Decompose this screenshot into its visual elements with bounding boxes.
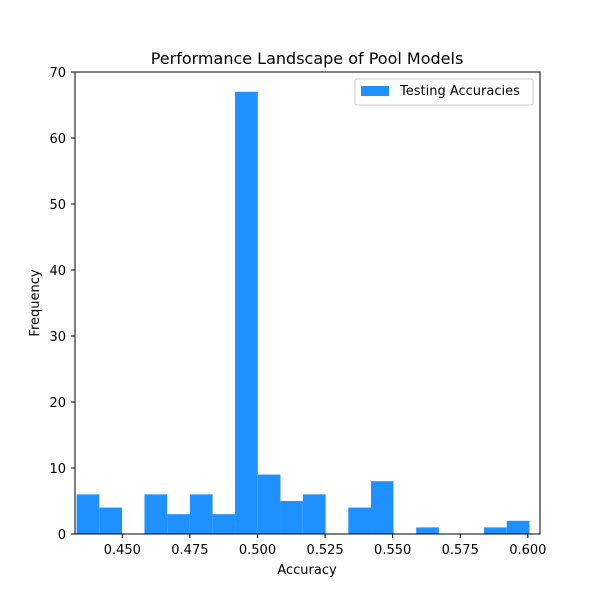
x-axis-label: Accuracy bbox=[277, 563, 337, 578]
legend-swatch bbox=[361, 86, 389, 96]
histogram-bar bbox=[416, 527, 439, 534]
histogram-bar bbox=[484, 527, 507, 534]
histogram-bar bbox=[257, 474, 281, 534]
legend: Testing Accuracies bbox=[354, 78, 534, 106]
y-tick-label: 10 bbox=[49, 462, 66, 477]
histogram-bar bbox=[371, 481, 394, 534]
x-tick-label: 0.525 bbox=[306, 543, 343, 558]
y-axis-ticks: 0 10 20 30 40 50 60 70 bbox=[49, 66, 75, 543]
histogram-bar bbox=[212, 514, 236, 534]
histogram-bar bbox=[235, 91, 258, 535]
histogram-bar bbox=[76, 494, 100, 534]
histogram-bar bbox=[167, 514, 190, 534]
histogram-bar bbox=[144, 494, 168, 534]
y-tick-label: 0 bbox=[58, 528, 66, 543]
histogram-bar bbox=[348, 507, 372, 534]
x-axis-ticks: 0.450 0.475 0.500 0.525 0.550 0.575 0.600 bbox=[104, 534, 546, 558]
x-tick-label: 0.500 bbox=[239, 543, 276, 558]
y-tick-label: 20 bbox=[49, 396, 66, 411]
histogram-bar bbox=[99, 507, 123, 534]
legend-label: Testing Accuracies bbox=[399, 84, 520, 99]
x-tick-label: 0.575 bbox=[442, 543, 479, 558]
chart-title: Performance Landscape of Pool Models bbox=[151, 49, 464, 68]
histogram-bar bbox=[189, 494, 213, 534]
y-tick-label: 40 bbox=[49, 264, 66, 279]
plot-frame bbox=[74, 71, 541, 535]
y-axis-label: Frequency bbox=[28, 269, 43, 336]
y-tick-label: 70 bbox=[49, 66, 66, 81]
x-tick-label: 0.450 bbox=[104, 543, 141, 558]
x-tick-label: 0.600 bbox=[509, 543, 546, 558]
histogram-bar bbox=[302, 494, 326, 534]
histogram-bar bbox=[280, 501, 303, 534]
y-tick-label: 60 bbox=[49, 132, 66, 147]
y-tick-label: 50 bbox=[49, 198, 66, 213]
x-tick-label: 0.475 bbox=[171, 543, 208, 558]
histogram-bar bbox=[506, 520, 530, 534]
bars-group bbox=[76, 91, 530, 535]
x-tick-label: 0.550 bbox=[374, 543, 411, 558]
y-tick-label: 30 bbox=[49, 330, 66, 345]
legend-box bbox=[354, 78, 534, 106]
